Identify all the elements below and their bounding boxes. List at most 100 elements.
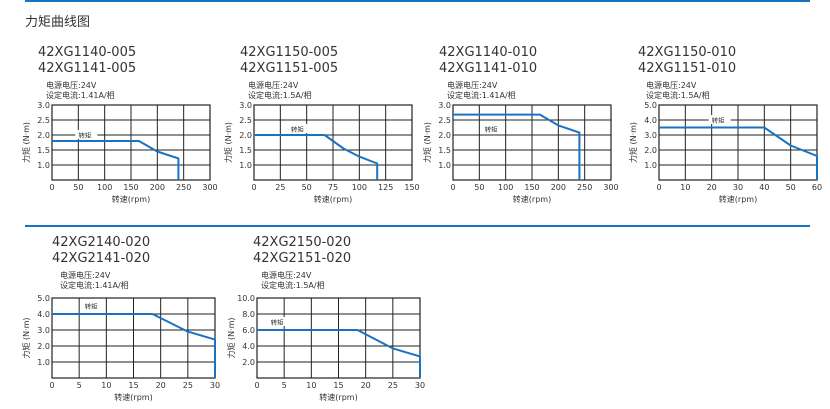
voltage-spec: 电源电压:24V	[60, 271, 111, 280]
current-spec: 设定电流:1.41A/相	[447, 91, 516, 100]
voltage-spec: 电源电压:24V	[248, 81, 299, 90]
y-tick-label: 2.5	[239, 116, 252, 125]
model-name-3a: 42XG1140-010	[439, 45, 538, 60]
x-tick-label: 30	[415, 381, 425, 390]
x-tick-label: 15	[128, 381, 138, 390]
x-tick-label: 10	[680, 183, 690, 192]
x-tick-label: 0	[49, 381, 54, 390]
torque-chart-3: 转矩 1.0 1.5 2.0 2.5 3.0 0 50 100 150 200 250 300 转速(rp…	[422, 101, 619, 204]
model-name-4a: 42XG1150-010	[638, 45, 737, 60]
model-name-2a: 42XG1150-005	[240, 45, 339, 60]
x-tick-label: 250	[176, 183, 191, 192]
y-tick-label: 2.5	[37, 116, 50, 125]
model-name-5a: 42XG2140-020	[52, 235, 151, 250]
current-spec: 设定电流:1.5A/相	[248, 91, 312, 100]
x-tick-label: 200	[150, 183, 165, 192]
x-tick-label: 0	[49, 183, 54, 192]
x-tick-label: 100	[352, 183, 367, 192]
row-divider	[25, 225, 810, 227]
torque-chart-4: 转矩 1.0 2.0 3.0 4.0 5.0 0 10 20 30 40 50 60 转速(rpm) 力矩 …	[628, 101, 822, 204]
model-name-1a: 42XG1140-005	[38, 45, 137, 60]
model-name-3b: 42XG1141-010	[439, 61, 538, 76]
x-tick-label: 25	[388, 381, 398, 390]
y-tick-label: 3.0	[37, 326, 50, 335]
y-tick-label: 4.0	[37, 310, 50, 319]
y-tick-label: 1.0	[644, 161, 657, 170]
legend-label: 转矩	[291, 125, 305, 134]
torque-chart-6: 转矩 2.0 4.0 6.0 8.0 10.0 0 5 10 15 20 25 30 转速(rpm) 力矩 …	[226, 294, 425, 402]
y-tick-label: 2.0	[644, 146, 657, 155]
legend-label: 转矩	[485, 125, 499, 134]
torque-chart-2: 转矩 1.0 1.5 2.0 2.5 3.0 0 25 50 75 100 125 150 转速(rpm)…	[223, 101, 420, 204]
y-tick-label: 3.0	[37, 101, 50, 110]
legend-bg	[75, 130, 98, 139]
x-tick-label: 250	[577, 183, 592, 192]
torque-panel-1: 42XG1140-005 42XG1141-005 电源电压:24V 设定电流:…	[38, 45, 136, 101]
x-tick-label: 200	[551, 183, 566, 192]
y-axis-title: 力矩 (N·m)	[422, 122, 432, 163]
torque-curve	[659, 126, 818, 180]
x-tick-label: 25	[183, 381, 193, 390]
torque-curve	[257, 329, 421, 378]
plot-frame	[51, 104, 211, 181]
model-name-4b: 42XG1151-010	[638, 61, 737, 76]
torque-panel-2: 42XG1150-005 42XG1151-005 电源电压:24V 设定电流:…	[240, 45, 338, 101]
x-tick-label: 10	[101, 381, 111, 390]
torque-curve	[52, 140, 180, 180]
x-tick-label: 100	[97, 183, 112, 192]
model-name-6b: 42XG2151-020	[253, 251, 352, 266]
voltage-spec: 电源电压:24V	[447, 81, 498, 90]
x-tick-label: 50	[302, 183, 312, 192]
x-axis-title: 转速(rpm)	[112, 194, 150, 204]
legend-label: 转矩	[78, 131, 92, 140]
legend-bg	[481, 124, 504, 133]
x-tick-label: 30	[210, 381, 220, 390]
plot-frame	[256, 297, 421, 379]
model-name-2b: 42XG1151-005	[240, 61, 339, 76]
voltage-spec: 电源电压:24V	[646, 81, 697, 90]
x-tick-label: 50	[73, 183, 83, 192]
y-tick-label: 1.5	[239, 146, 252, 155]
model-name-5b: 42XG2141-020	[52, 251, 151, 266]
y-tick-label: 10.0	[237, 294, 255, 303]
y-tick-label: 1.0	[37, 358, 50, 367]
y-tick-label: 5.0	[37, 294, 50, 303]
torque-curve	[453, 113, 581, 180]
plot-frame	[452, 104, 612, 181]
legend-bg	[267, 317, 290, 326]
x-tick-label: 25	[275, 183, 285, 192]
y-tick-label: 1.0	[239, 161, 252, 170]
voltage-spec: 电源电压:24V	[46, 81, 97, 90]
x-tick-label: 20	[361, 381, 371, 390]
y-tick-label: 4.0	[644, 116, 657, 125]
legend-label: 转矩	[85, 302, 99, 311]
x-tick-label: 75	[328, 183, 338, 192]
plot-frame	[51, 297, 216, 379]
y-tick-label: 2.0	[37, 342, 50, 351]
current-spec: 设定电流:1.5A/相	[261, 281, 325, 290]
x-tick-label: 150	[404, 183, 419, 192]
y-tick-label: 3.0	[438, 101, 451, 110]
x-axis-title: 转速(rpm)	[114, 392, 152, 402]
y-axis-title: 力矩 (N·m)	[628, 122, 638, 163]
x-axis-title: 转速(rpm)	[513, 194, 551, 204]
y-tick-label: 1.0	[37, 161, 50, 170]
x-tick-label: 50	[474, 183, 484, 192]
y-axis-title: 力矩 (N·m)	[226, 317, 236, 358]
model-name-1b: 42XG1141-005	[38, 61, 137, 76]
x-tick-label: 50	[786, 183, 796, 192]
legend-bg	[708, 115, 731, 124]
torque-curve	[254, 134, 379, 180]
voltage-spec: 电源电压:24V	[261, 271, 312, 280]
x-tick-label: 5	[282, 381, 287, 390]
x-tick-label: 0	[251, 183, 256, 192]
x-axis-title: 转速(rpm)	[314, 194, 352, 204]
y-tick-label: 1.0	[438, 161, 451, 170]
x-tick-label: 5	[77, 381, 82, 390]
page-title: 力矩曲线图	[25, 15, 91, 30]
legend-bg	[81, 301, 104, 310]
x-tick-label: 0	[656, 183, 661, 192]
current-spec: 设定电流:1.5A/相	[646, 91, 710, 100]
torque-chart-1: 转矩 1.0 1.5 2.0 2.5 3.0 0 50 100 150 200 250 300 转速(rp…	[21, 101, 218, 204]
y-axis-title: 力矩 (N·m)	[223, 122, 233, 163]
